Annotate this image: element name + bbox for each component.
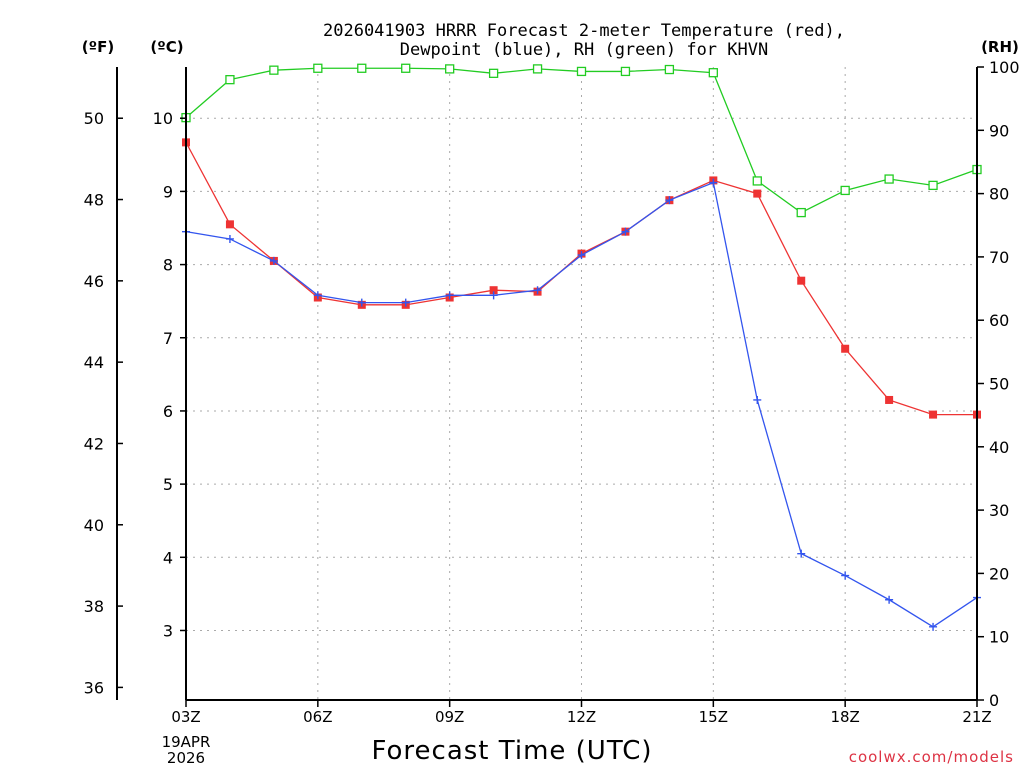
credit-label: coolwx.com/models: [849, 748, 1014, 766]
rh-tick-label: 80: [989, 185, 1009, 204]
rh-point: [445, 64, 455, 74]
fahrenheit-tick-label: 48: [84, 191, 104, 210]
dewpoint-point: [797, 549, 806, 558]
dewpoint-point: [401, 298, 410, 307]
x-date-day: 19APR: [162, 733, 211, 751]
rh-point: [313, 63, 323, 73]
grid-lines: [185, 67, 978, 700]
x-tick-label: 21Z: [962, 708, 991, 726]
rh-tick-label: 100: [989, 58, 1020, 77]
dewpoint-point: [269, 256, 278, 265]
chart-title-line2: Dewpoint (blue), RH (green) for KHVN: [400, 40, 768, 60]
dewpoint-point: [709, 178, 718, 187]
x-axis-title: Forecast Time (UTC): [371, 736, 652, 766]
rh-tick-label: 10: [989, 628, 1009, 647]
dewpoint-point: [753, 395, 762, 404]
rh-point: [488, 68, 499, 78]
rh-tick-label: 60: [989, 311, 1009, 330]
dewpoint-point: [621, 227, 630, 236]
temperature-point: [797, 276, 806, 285]
dewpoint-point: [357, 298, 366, 307]
celsius-tick-label: 9: [163, 182, 173, 201]
rh-point: [928, 180, 938, 191]
celsius-tick-label: 8: [163, 256, 173, 275]
rh-point: [576, 66, 587, 77]
dewpoint-point: [533, 286, 542, 295]
celsius-tick-label: 3: [163, 621, 173, 640]
temperature-point: [841, 344, 850, 353]
dewpoint-point: [841, 571, 850, 580]
rh-point: [357, 63, 367, 73]
fahrenheit-tick-label: 36: [84, 678, 104, 697]
x-tick-label: 09Z: [435, 708, 464, 726]
celsius-tick-label: 4: [163, 548, 173, 567]
x-tick-label: 06Z: [303, 708, 332, 726]
fahrenheit-tick-label: 38: [84, 597, 104, 616]
fahrenheit-tick-label: 44: [84, 353, 104, 372]
temperature-point: [753, 189, 762, 198]
rh-tick-label: 40: [989, 438, 1009, 457]
rh-tick-label: 70: [989, 248, 1009, 267]
rh-point: [796, 207, 806, 218]
rh-tick-label: 90: [989, 121, 1009, 140]
temperature-point: [225, 220, 234, 229]
dewpoint-point: [489, 291, 498, 300]
fahrenheit-tick-label: 50: [84, 109, 104, 128]
rh-point: [225, 75, 235, 85]
series-layer: [181, 63, 982, 631]
x-date-year: 2026: [167, 749, 205, 767]
x-tick-label: 03Z: [171, 708, 200, 726]
chart-title-line1: 2026041903 HRRR Forecast 2-meter Tempera…: [323, 21, 845, 41]
x-tick-label: 12Z: [567, 708, 596, 726]
x-tick-label: 18Z: [830, 708, 859, 726]
rh-point: [664, 64, 675, 75]
temperature-point: [885, 395, 894, 404]
fahrenheit-tick-label: 42: [84, 434, 104, 453]
rh-tick-label: 50: [989, 375, 1009, 394]
rh-point: [708, 68, 718, 78]
dewpoint-point: [577, 251, 586, 260]
celsius-tick-label: 7: [163, 329, 173, 348]
celsius-tick-label: 10: [153, 109, 173, 128]
fahrenheit-tick-label: 46: [84, 272, 104, 291]
dewpoint-point: [929, 622, 938, 631]
temperature-point: [489, 286, 498, 295]
rh-point: [401, 63, 411, 73]
fahrenheit-unit-label: (ºF): [82, 38, 114, 56]
celsius-tick-label: 5: [163, 475, 173, 494]
dewpoint-point: [885, 595, 894, 604]
rh-point: [840, 185, 850, 196]
rh-tick-label: 30: [989, 501, 1009, 520]
rh-point: [532, 64, 543, 74]
celsius-unit-label: (ºC): [150, 38, 183, 56]
dewpoint-point: [665, 196, 674, 205]
rh-point: [620, 66, 631, 77]
rh-point: [752, 176, 762, 186]
fahrenheit-tick-label: 40: [84, 516, 104, 535]
dewpoint-point: [313, 291, 322, 300]
x-tick-label: 15Z: [699, 708, 728, 726]
rh-point: [269, 65, 279, 75]
rh-unit-label: (RH): [981, 38, 1019, 56]
rh-tick-label: 20: [989, 564, 1009, 583]
dewpoint-point: [225, 234, 234, 243]
rh-point: [884, 174, 894, 184]
celsius-tick-label: 6: [163, 402, 173, 421]
axes-layer: 03Z 06Z 09Z 12Z 15Z 18Z 21Z 3 4 5 6 7 8 9 10 36 38 40 42 44…: [84, 58, 1020, 726]
dewpoint-point: [445, 291, 454, 300]
temperature-point: [929, 410, 938, 419]
rh-tick-label: 0: [989, 691, 999, 710]
